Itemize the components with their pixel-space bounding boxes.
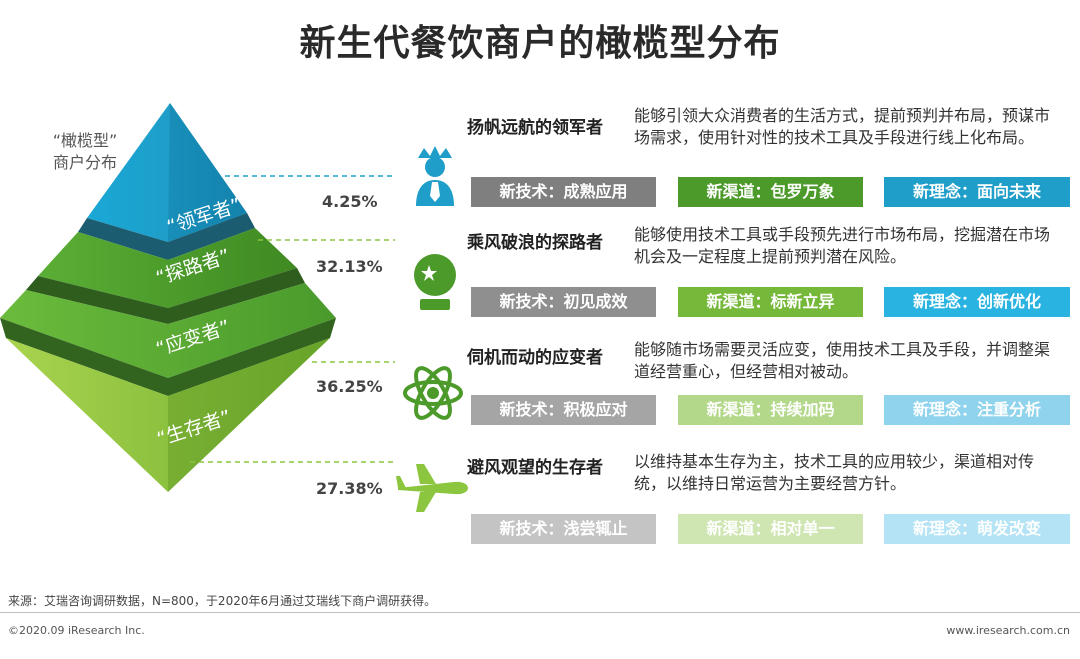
tier-4-side — [168, 338, 330, 492]
diagram-label: “橄榄型” 商户分布 — [30, 130, 140, 174]
tag-channel-1: 新渠道：包罗万象 — [678, 177, 863, 207]
percent-1: 4.25% — [322, 192, 378, 211]
tag-tech-2: 新技术：初见成效 — [471, 287, 656, 317]
copyright: ©2020.09 iResearch Inc. — [8, 624, 145, 637]
tier-4-shape — [6, 338, 330, 492]
segment-desc-1: 能够引领大众消费者的生活方式，提前预判并布局，预谋市场需求，使用针对性的技术工具… — [634, 106, 1051, 147]
tag-idea-2: 新理念：创新优化 — [884, 287, 1070, 317]
segment-desc-3: 能够随市场需要灵活应变，使用技术工具及手段，并调整渠道经营重心，但经营相对被动。 — [634, 340, 1051, 381]
source-note: 来源：艾瑞咨询调研数据，N=800，于2020年6月通过艾瑞线下商户调研获得。 — [8, 594, 437, 608]
percent-3: 36.25% — [316, 377, 383, 396]
tag-channel-2: 新渠道：标新立异 — [678, 287, 863, 317]
percent-2: 32.13% — [316, 257, 383, 276]
segment-title-1: 扬帆远航的领军者 — [467, 118, 603, 138]
crystal-ball-icon — [414, 254, 456, 310]
segment-desc-4: 以维持基本生存为主，技术工具的应用较少，渠道相对传统，以维持日常运营为主要经营方… — [634, 452, 1035, 493]
tier-3-band — [0, 318, 336, 396]
page-title: 新生代餐饮商户的橄榄型分布 — [299, 23, 781, 64]
website-link[interactable]: www.iresearch.com.cn — [946, 624, 1070, 637]
tier-3-shape — [0, 283, 336, 378]
segment-desc-2: 能够使用技术工具或手段预先进行市场布局，挖掘潜在市场机会及一定程度上提前预判潜在… — [634, 225, 1051, 266]
diagram-label-line-1: “橄榄型” — [52, 131, 118, 150]
tier-1-band — [78, 213, 255, 260]
segment-title-4: 避风观望的生存者 — [467, 458, 603, 478]
tag-channel-4: 新渠道：相对单一 — [678, 514, 863, 544]
tag-idea-3: 新理念：注重分析 — [884, 395, 1070, 425]
tag-channel-3: 新渠道：持续加码 — [678, 395, 863, 425]
crown-person-icon — [416, 146, 454, 206]
footer-divider — [0, 612, 1080, 613]
tag-tech-4: 新技术：浅尝辄止 — [471, 514, 656, 544]
tier-2-shape — [38, 228, 297, 308]
tag-tech-1: 新技术：成熟应用 — [471, 177, 656, 207]
tier-1-shape — [87, 103, 247, 242]
airplane-icon — [396, 464, 468, 512]
tier-2-band — [26, 268, 305, 324]
tag-idea-4: 新理念：萌发改变 — [884, 514, 1070, 544]
tier-1-side — [168, 103, 247, 242]
segment-title-3: 伺机而动的应变者 — [467, 348, 603, 368]
diagram-label-line-2: 商户分布 — [52, 153, 117, 172]
percent-4: 27.38% — [316, 479, 383, 498]
tag-idea-1: 新理念：面向未来 — [884, 177, 1070, 207]
atom-icon — [403, 366, 463, 420]
tag-tech-3: 新技术：积极应对 — [471, 395, 656, 425]
segment-title-2: 乘风破浪的探路者 — [467, 233, 603, 253]
